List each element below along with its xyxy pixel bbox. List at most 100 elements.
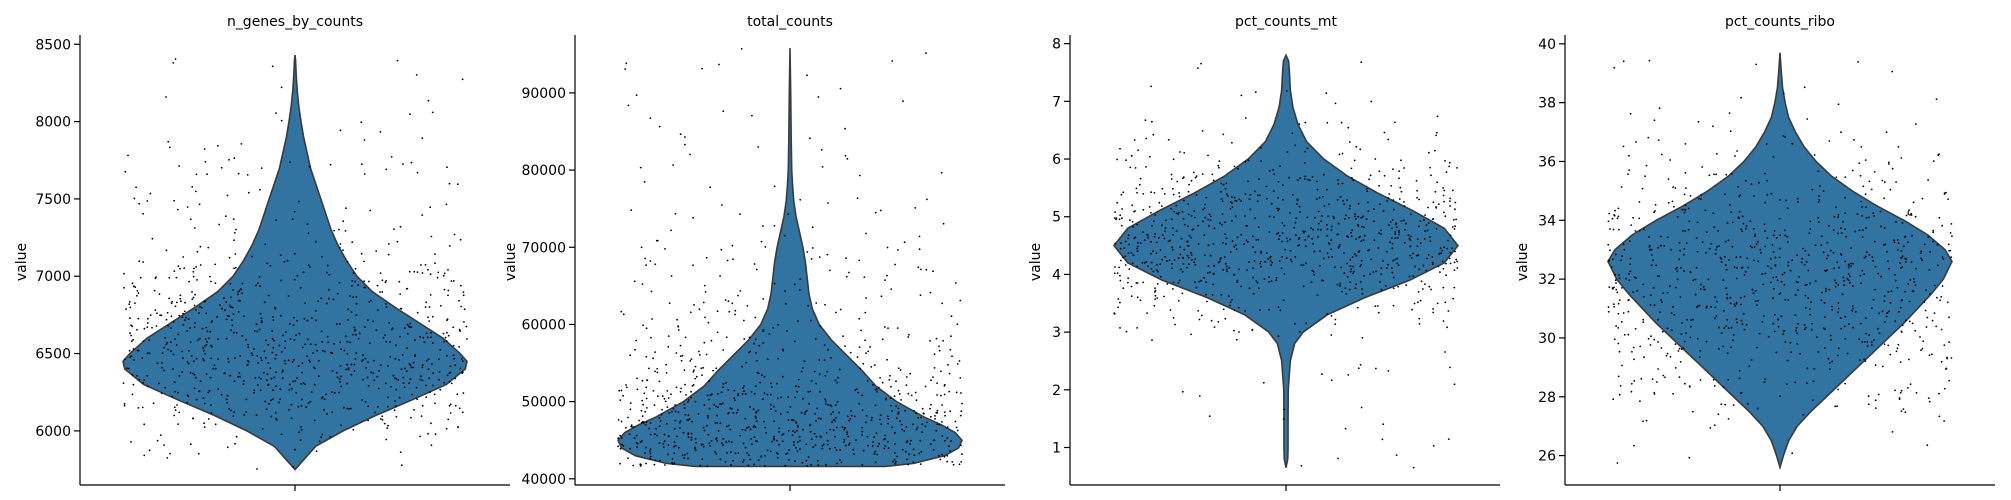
data-point	[1940, 328, 1943, 331]
data-point	[1713, 173, 1715, 176]
data-point	[679, 420, 682, 423]
data-point	[153, 289, 156, 292]
data-point	[729, 428, 732, 431]
data-point	[1641, 187, 1644, 190]
data-point	[784, 464, 787, 467]
data-point	[1908, 209, 1910, 212]
data-point	[295, 391, 298, 394]
data-point	[1932, 240, 1934, 243]
data-point	[146, 326, 149, 328]
data-point	[293, 316, 295, 319]
data-point	[737, 452, 740, 454]
data-point	[1419, 242, 1422, 245]
data-point	[1252, 292, 1255, 295]
data-point	[844, 154, 847, 157]
data-point	[421, 404, 424, 407]
data-point	[1174, 323, 1176, 326]
data-point	[1286, 240, 1289, 243]
data-point	[1865, 251, 1868, 254]
data-point	[1225, 182, 1228, 185]
data-point	[877, 386, 880, 389]
data-point	[372, 320, 374, 323]
data-point	[744, 429, 747, 432]
data-point	[943, 384, 946, 387]
data-point	[763, 392, 766, 395]
data-point	[619, 399, 622, 401]
data-point	[206, 340, 209, 343]
data-point	[1338, 245, 1341, 248]
data-point	[1933, 284, 1936, 287]
data-point	[1809, 220, 1812, 223]
data-point	[1780, 315, 1783, 318]
data-point	[1607, 306, 1610, 308]
data-point	[645, 327, 648, 330]
data-point	[1212, 283, 1215, 286]
data-point	[429, 206, 432, 209]
data-point	[1137, 149, 1139, 152]
data-point	[409, 364, 412, 367]
data-point	[1158, 237, 1160, 239]
data-point	[1627, 310, 1630, 313]
data-point	[672, 407, 675, 410]
data-point	[1387, 370, 1390, 372]
data-point	[207, 337, 210, 340]
data-point	[819, 325, 822, 328]
data-point	[887, 422, 889, 425]
data-point	[1141, 262, 1144, 264]
data-point	[1658, 275, 1660, 277]
data-point	[1772, 234, 1775, 237]
data-point	[204, 352, 207, 355]
data-point	[1894, 320, 1897, 323]
data-point	[1282, 184, 1284, 187]
data-point	[1154, 291, 1156, 293]
data-point	[1745, 323, 1748, 326]
data-point	[274, 357, 277, 360]
data-point	[658, 442, 661, 444]
data-point	[353, 370, 356, 372]
data-point	[214, 282, 217, 284]
data-point	[727, 389, 730, 391]
data-point	[1294, 144, 1297, 147]
data-point	[938, 423, 941, 426]
data-point	[874, 461, 877, 464]
data-point	[835, 449, 838, 452]
data-point	[1674, 343, 1677, 345]
data-point	[1353, 270, 1355, 273]
data-point	[1866, 341, 1869, 343]
data-point	[649, 448, 652, 450]
data-point	[452, 354, 455, 357]
data-point	[386, 405, 389, 408]
data-point	[192, 417, 195, 420]
data-point	[1897, 146, 1900, 148]
data-point	[938, 345, 940, 348]
y-axis-label: value	[1028, 243, 1044, 281]
data-point	[141, 357, 144, 359]
data-point	[1811, 188, 1814, 191]
data-point	[1740, 96, 1742, 99]
data-point	[1642, 321, 1645, 323]
data-point	[716, 439, 719, 442]
data-point	[1622, 312, 1625, 314]
data-point	[673, 445, 675, 448]
data-point	[1237, 167, 1239, 170]
data-point	[1213, 326, 1216, 328]
data-point	[826, 370, 829, 373]
data-point	[1234, 199, 1237, 202]
data-point	[1714, 296, 1717, 299]
data-point	[1727, 418, 1730, 420]
data-point	[1938, 216, 1941, 219]
data-point	[1185, 266, 1188, 269]
data-point	[1909, 214, 1911, 216]
data-point	[443, 381, 445, 384]
data-point	[427, 99, 430, 102]
data-point	[926, 421, 928, 424]
data-point	[1311, 237, 1314, 240]
data-point	[280, 119, 283, 122]
data-point	[1880, 275, 1882, 278]
data-point	[1259, 262, 1261, 265]
data-point	[1736, 150, 1738, 152]
data-point	[1251, 329, 1254, 331]
data-point	[1678, 258, 1681, 261]
data-point	[382, 336, 385, 339]
data-point	[630, 209, 633, 212]
